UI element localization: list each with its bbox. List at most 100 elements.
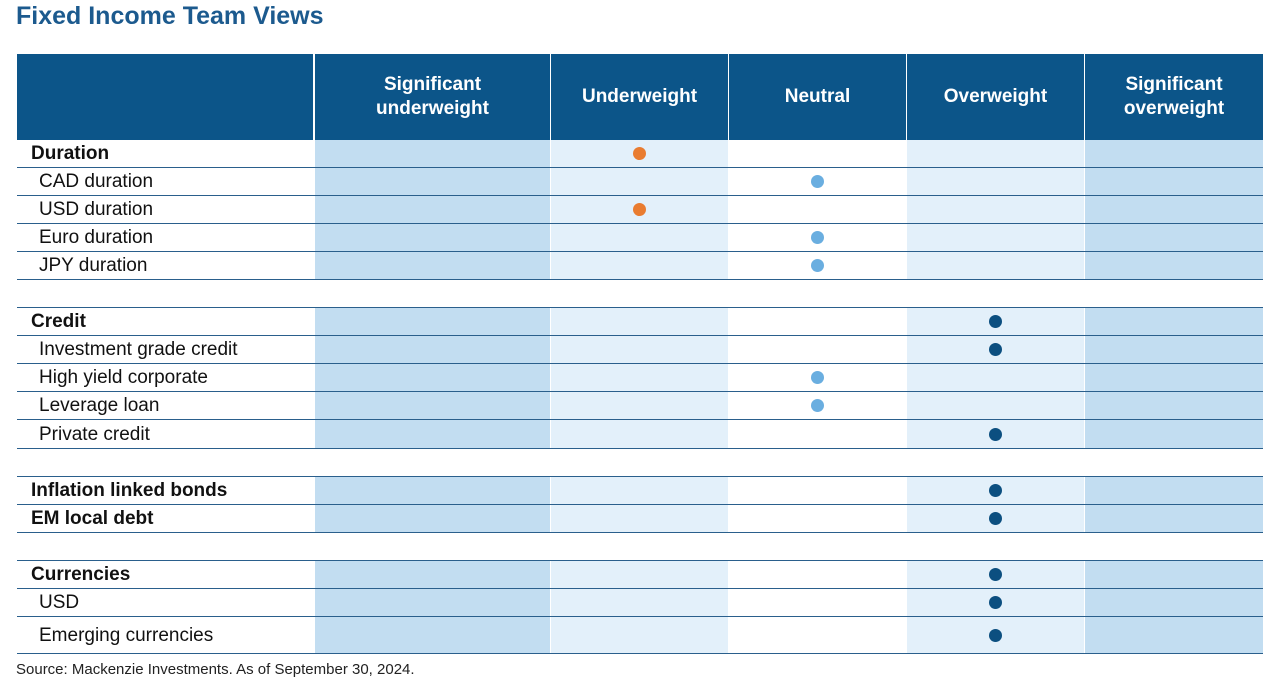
position-dot — [988, 512, 1002, 525]
table-cell — [315, 336, 550, 364]
position-dot — [988, 343, 1002, 356]
table-cell — [729, 477, 906, 505]
row-label: High yield corporate — [39, 367, 208, 388]
row-label: Private credit — [39, 423, 150, 445]
row-label: Emerging currencies — [39, 624, 214, 646]
row-category-label: EM local debt — [31, 508, 154, 529]
table-cell — [729, 617, 906, 654]
table-cell — [1085, 308, 1263, 336]
position-dot — [810, 371, 824, 384]
table-cell — [1085, 336, 1263, 364]
table-cell — [551, 392, 728, 420]
table-cell — [551, 505, 728, 533]
row-divider — [17, 307, 1263, 308]
row-divider — [17, 363, 1263, 364]
row-divider — [17, 195, 1263, 196]
table-cell — [315, 364, 550, 392]
table-cell — [551, 561, 728, 589]
table-cell — [315, 420, 550, 449]
position-dot — [632, 147, 646, 160]
row-category-label: Inflation linked bonds — [31, 480, 228, 501]
table-cell — [907, 252, 1084, 280]
table-cell — [551, 364, 728, 392]
column-header: Significant overweight — [1085, 54, 1263, 140]
table-cell — [729, 589, 906, 617]
position-dot — [988, 568, 1002, 581]
table-cell — [551, 336, 728, 364]
table-cell — [907, 140, 1084, 168]
table-cell — [1085, 477, 1263, 505]
column-header: Underweight — [551, 54, 728, 140]
table-cell — [1085, 589, 1263, 617]
table-cell — [315, 168, 550, 196]
table-cell — [551, 168, 728, 196]
table-cell — [551, 252, 728, 280]
table-cell — [1085, 617, 1263, 654]
table-cell — [729, 140, 906, 168]
row-divider — [17, 167, 1263, 168]
row-divider — [17, 223, 1263, 224]
column-header-label: Significant underweight — [376, 74, 489, 119]
row-divider — [17, 279, 1263, 280]
table-cell — [315, 140, 550, 168]
table-cell — [729, 420, 906, 449]
table-cell — [551, 224, 728, 252]
column-header: Overweight — [907, 54, 1084, 140]
row-divider — [17, 504, 1263, 505]
row-divider — [17, 391, 1263, 392]
table-cell — [729, 505, 906, 533]
table-cell — [729, 308, 906, 336]
row-category-label: Currencies — [31, 564, 131, 585]
table-cell — [315, 196, 550, 224]
table-cell — [315, 252, 550, 280]
table-cell — [1085, 224, 1263, 252]
table-cell — [1085, 168, 1263, 196]
table-cell — [907, 364, 1084, 392]
table-cell — [907, 196, 1084, 224]
column-header-label: Neutral — [784, 86, 851, 107]
table-cell — [315, 561, 550, 589]
table-cell — [729, 336, 906, 364]
table-cell — [907, 224, 1084, 252]
position-dot — [810, 231, 824, 244]
column-header: Significant underweight — [315, 54, 550, 140]
position-dot — [810, 399, 824, 412]
chart-title: Fixed Income Team Views — [16, 2, 324, 30]
header-blank-cell — [17, 54, 313, 140]
row-divider — [17, 335, 1263, 336]
position-dot — [632, 203, 646, 216]
table-cell — [1085, 196, 1263, 224]
row-divider — [17, 588, 1263, 589]
table-cell — [729, 196, 906, 224]
row-divider — [17, 251, 1263, 252]
table-cell — [315, 617, 550, 654]
row-divider — [17, 532, 1263, 533]
table-cell — [729, 561, 906, 589]
row-label: Euro duration — [39, 227, 154, 248]
table-cell — [1085, 561, 1263, 589]
column-header-label: Underweight — [581, 86, 698, 107]
table-cell — [1085, 140, 1263, 168]
position-dot — [988, 484, 1002, 497]
views-table: Significant underweight Underweight Neutra… — [17, 54, 1263, 660]
row-label: CAD duration — [39, 171, 154, 192]
position-dot — [988, 315, 1002, 328]
table-cell — [551, 420, 728, 449]
source-note: Source: Mackenzie Investments. As of Sep… — [16, 661, 415, 678]
column-header-label: Significant overweight — [1123, 74, 1225, 119]
table-cell — [1085, 364, 1263, 392]
row-divider — [17, 616, 1263, 617]
row-divider — [17, 653, 1263, 654]
row-label: Leverage loan — [39, 395, 160, 416]
table-cell — [551, 308, 728, 336]
position-dot — [988, 628, 1002, 642]
row-label: USD — [39, 592, 80, 613]
table-cell — [1085, 392, 1263, 420]
table-cell — [1085, 505, 1263, 533]
row-divider — [17, 448, 1263, 449]
table-cell — [551, 617, 728, 654]
table-cell — [551, 477, 728, 505]
table-cell — [315, 224, 550, 252]
table-cell — [1085, 252, 1263, 280]
table-cell — [907, 168, 1084, 196]
